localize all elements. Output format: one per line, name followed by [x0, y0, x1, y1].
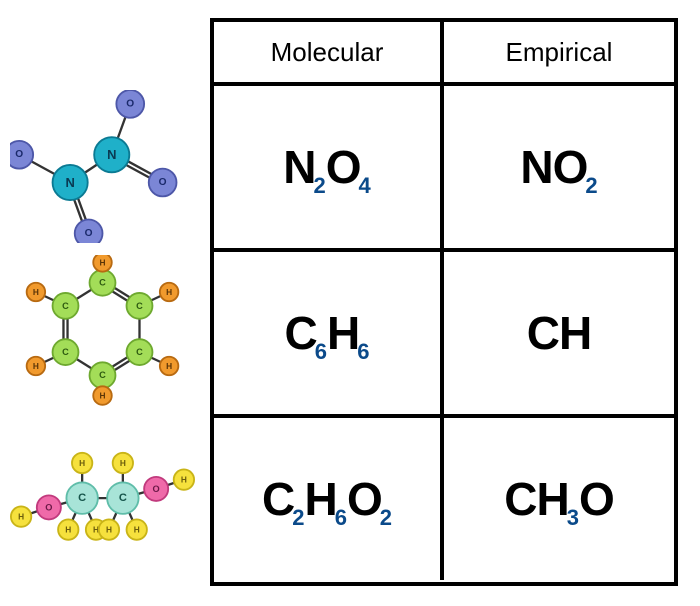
atom-label: N	[65, 175, 74, 190]
table-row: C2H6O2 CH3O	[214, 414, 674, 580]
atom-label: O	[85, 228, 93, 239]
atom-label: O	[15, 149, 23, 160]
atom-label: H	[120, 458, 126, 468]
atom-label: H	[33, 361, 39, 371]
atom-label: C	[136, 301, 143, 311]
cell-molecular: N2O4	[214, 86, 444, 248]
molecule-ethyleneglycol: CCHHHHHHOOHH	[10, 426, 195, 569]
atom-label: H	[99, 257, 105, 267]
molecule-svg: C C C C C C H H H H H H	[10, 255, 195, 408]
cell-molecular: C6H6	[214, 252, 444, 414]
header-molecular: Molecular	[214, 22, 444, 82]
atom-label: C	[99, 370, 106, 380]
cell-molecular: C2H6O2	[214, 418, 444, 580]
header-empirical: Empirical	[444, 22, 674, 82]
atom-label: O	[153, 484, 160, 494]
atom-label: O	[45, 502, 52, 512]
formula-table: Molecular Empirical N2O4 NO2 C6H6 CH C2H…	[210, 18, 678, 586]
atom-label: H	[99, 391, 105, 401]
atom-label: C	[78, 492, 86, 504]
atom-label: H	[18, 512, 24, 522]
atom-label: C	[99, 278, 106, 288]
molecule-n2o4: N N O O O O	[10, 90, 195, 243]
atom-label: H	[79, 458, 85, 468]
cell-empirical: NO2	[444, 86, 674, 248]
atom-label: H	[134, 525, 140, 535]
atom-label: H	[166, 361, 172, 371]
atom-label: H	[181, 475, 187, 485]
molecule-benzene: C C C C C C H H H H H H	[10, 255, 195, 408]
formula-n2o4-molecular: N2O4	[283, 140, 371, 194]
atom-label: H	[33, 287, 39, 297]
cell-empirical: CH3O	[444, 418, 674, 580]
atom-label: O	[159, 177, 167, 188]
formula-c6h6-empirical: CH	[527, 306, 591, 360]
table-row: N2O4 NO2	[214, 82, 674, 248]
table-header-row: Molecular Empirical	[214, 22, 674, 82]
formula-c2h6o2-molecular: C2H6O2	[262, 472, 392, 526]
table-row: C6H6 CH	[214, 248, 674, 414]
atom-label: N	[107, 147, 116, 162]
formula-c2h6o2-empirical: CH3O	[504, 472, 613, 526]
molecule-svg: CCHHHHHHOOHH	[10, 426, 195, 569]
formula-c6h6-molecular: C6H6	[285, 306, 370, 360]
atom-label: H	[106, 525, 112, 535]
atom-label: H	[166, 287, 172, 297]
formula-n2o4-empirical: NO2	[520, 140, 597, 194]
cell-empirical: CH	[444, 252, 674, 414]
atom-label: C	[62, 301, 69, 311]
atom-label: O	[126, 98, 134, 109]
atom-label: H	[65, 525, 71, 535]
atom-label: C	[62, 347, 69, 357]
atom-label: C	[119, 492, 127, 504]
molecule-svg: N N O O O O	[10, 90, 195, 243]
page: NNOOOO CCCCCCHHHHHH CCHHHHHHOOHH Molecul…	[0, 0, 700, 606]
atom-label: C	[136, 347, 143, 357]
